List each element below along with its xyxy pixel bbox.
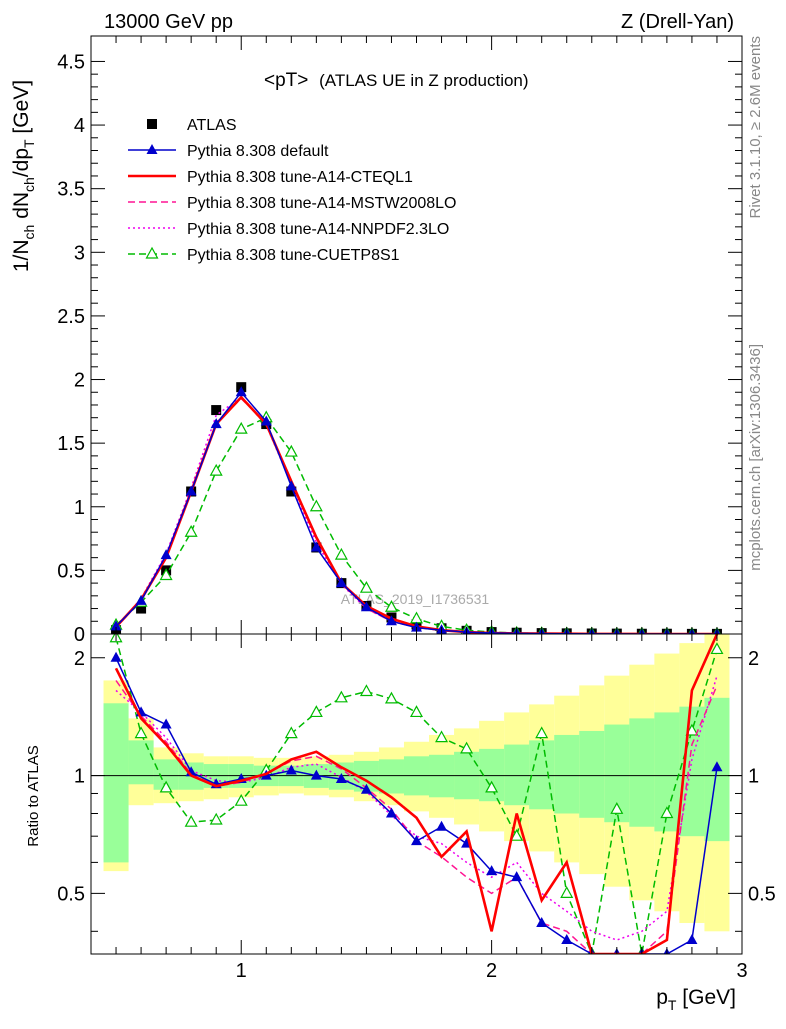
main-y-tick-label: 2.5 — [57, 306, 85, 328]
ratio-y-tick-label-right: 2 — [748, 648, 759, 670]
main-point-5-9 — [336, 549, 347, 559]
ratio-y-tick-label-right: 0.5 — [748, 883, 776, 905]
legend-marker-5 — [147, 248, 158, 258]
ratio-point-0-17 — [536, 917, 547, 927]
ratio-point-0-13 — [436, 821, 447, 831]
main-point-1-7 — [286, 480, 297, 490]
main-point-5-3 — [186, 526, 197, 536]
main-y-tick-label: 4.5 — [57, 51, 85, 73]
ratio-bands — [104, 634, 730, 931]
legend-entry-4: Pythia 8.308 tune-A14-NNPDF2.3LO — [128, 221, 449, 238]
main-point-5-5 — [236, 423, 247, 433]
side-site-label: mcplots.cern.ch [arXiv:1306.3436] — [747, 344, 764, 571]
main-panel: 0 0.5 1 1.5 2 2.5 3 3.5 4 4.5 — [57, 36, 742, 646]
legend-label-0: ATLAS — [187, 117, 237, 134]
legend-label-5: Pythia 8.308 tune-CUETP8S1 — [187, 247, 400, 264]
main-y-ticks: 0 0.5 1 1.5 2 2.5 3 3.5 4 4.5 — [57, 51, 742, 646]
chart-title-main: <pT> — [264, 70, 308, 91]
green-band-bin — [104, 703, 129, 862]
main-y-tick-label: 0 — [74, 624, 85, 646]
legend: ATLAS Pythia 8.308 default Pythia 8.308 tu… — [128, 117, 456, 264]
main-point-5-4 — [211, 465, 222, 475]
legend-label-1: Pythia 8.308 default — [187, 143, 329, 160]
ratio-point-4-3 — [186, 816, 197, 826]
legend-entry-2: Pythia 8.308 tune-A14-CTEQL1 — [128, 169, 413, 186]
ratio-point-0-23 — [686, 934, 697, 944]
ratio-point-4-18 — [561, 887, 572, 897]
main-point-5-8 — [311, 501, 322, 511]
green-band-bin — [379, 759, 404, 793]
legend-entry-3: Pythia 8.308 tune-A14-MSTW2008LO — [128, 195, 456, 212]
legend-label-3: Pythia 8.308 tune-A14-MSTW2008LO — [187, 195, 456, 212]
process-label: Z (Drell-Yan) — [621, 11, 734, 33]
green-band-bin — [529, 740, 554, 809]
ratio-point-4-10 — [361, 685, 372, 695]
green-band-bin — [554, 735, 579, 814]
chart-title-suffix: (ATLAS UE in Z production) — [319, 71, 528, 90]
green-band-bin — [129, 740, 154, 784]
ratio-ylabel: Ratio to ATLAS — [25, 745, 42, 846]
ratio-y-tick-label: 0.5 — [57, 883, 85, 905]
chart-title: <pT> (ATLAS UE in Z production) — [264, 70, 529, 91]
main-y-tick-label: 3 — [74, 242, 85, 264]
main-y-tick-label: 0.5 — [57, 560, 85, 582]
x-tick-label: 3 — [736, 960, 747, 982]
ratio-point-4-12 — [411, 706, 422, 716]
side-version-label: Rivet 3.1.10, ≥ 2.6M events — [747, 36, 764, 219]
legend-entry-5: Pythia 8.308 tune-CUETP8S1 — [128, 247, 400, 264]
ratio-point-0-18 — [561, 934, 572, 944]
main-point-5-12 — [411, 613, 422, 623]
ratio-point-4-7 — [286, 728, 297, 738]
x-tick-label: 2 — [486, 960, 497, 982]
main-y-tick-label: 3.5 — [57, 179, 85, 201]
ratio-panel: 0.5 0.5 1 1 2 2 1 2 3 — [57, 632, 776, 982]
main-point-1-1 — [136, 595, 147, 605]
main-y-tick-label: 1 — [74, 497, 85, 519]
plot-canvas: 13000 GeV pp Z (Drell-Yan) <pT> (ATLAS U… — [0, 0, 786, 1024]
legend-label-4: Pythia 8.308 tune-A14-NNPDF2.3LO — [187, 221, 449, 238]
x-axis-label: pT [GeV] — [656, 986, 736, 1013]
green-band-bin — [579, 731, 604, 818]
ratio-y-tick-label: 1 — [74, 766, 85, 788]
main-y-tick-label: 2 — [74, 370, 85, 392]
legend-marker-0 — [147, 119, 157, 129]
ratio-y-tick-label: 2 — [74, 648, 85, 670]
main-ylabel: 1/Nch dNch/dpT [GeV] — [10, 80, 37, 272]
legend-label-2: Pythia 8.308 tune-A14-CTEQL1 — [187, 169, 413, 186]
chart-svg: 13000 GeV pp Z (Drell-Yan) <pT> (ATLAS U… — [0, 0, 786, 1024]
legend-entry-0: ATLAS — [147, 117, 237, 134]
main-y-tick-label: 1.5 — [57, 433, 85, 455]
x-tick-label: 1 — [236, 960, 247, 982]
energy-label: 13000 GeV pp — [104, 11, 233, 33]
main-y-tick-label: 4 — [74, 115, 85, 137]
legend-entry-1: Pythia 8.308 default — [128, 143, 329, 160]
ratio-y-tick-label-right: 1 — [748, 766, 759, 788]
ratio-point-4-8 — [311, 706, 322, 716]
ratio-point-4-4 — [211, 814, 222, 824]
legend-marker-1 — [147, 144, 158, 154]
green-band-bin — [504, 745, 529, 806]
green-band-bin — [629, 718, 654, 826]
